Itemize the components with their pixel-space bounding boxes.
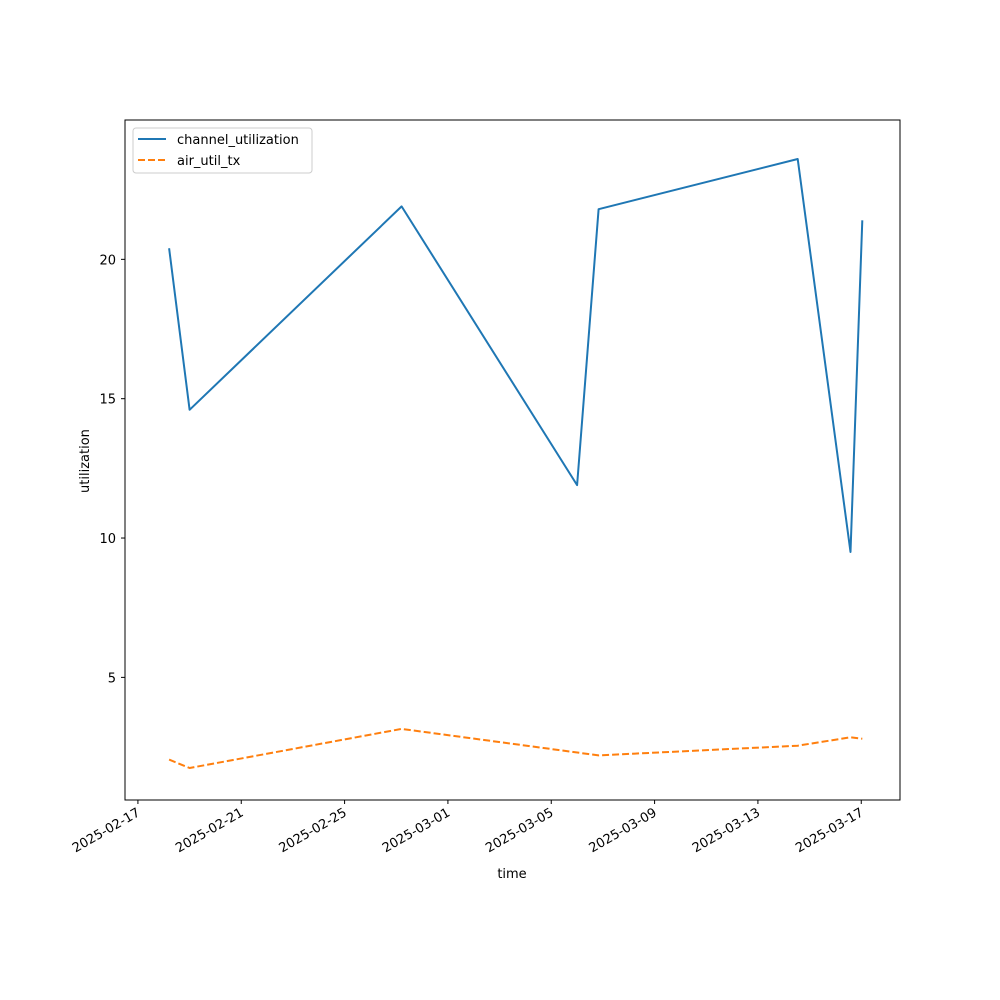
y-tick-label: 5 <box>108 671 116 686</box>
y-tick-label: 20 <box>99 253 116 268</box>
y-tick-label: 10 <box>99 532 116 547</box>
legend: channel_utilization air_util_tx <box>132 127 313 174</box>
series-line-channel-utilization <box>168 158 864 553</box>
legend-label: air_util_tx <box>177 154 241 169</box>
legend-label: channel_utilization <box>177 133 299 148</box>
y-axis-label: utilization <box>78 429 93 493</box>
x-axis-label: time <box>497 867 526 882</box>
y-tick-label: 15 <box>99 393 116 408</box>
plot-area <box>125 120 900 800</box>
plot-frame <box>124 119 901 801</box>
legend-box <box>132 127 313 174</box>
series-layer <box>168 158 864 769</box>
series-line-air-util-tx <box>168 727 863 769</box>
y-axis: 5 10 15 20 <box>99 253 125 686</box>
